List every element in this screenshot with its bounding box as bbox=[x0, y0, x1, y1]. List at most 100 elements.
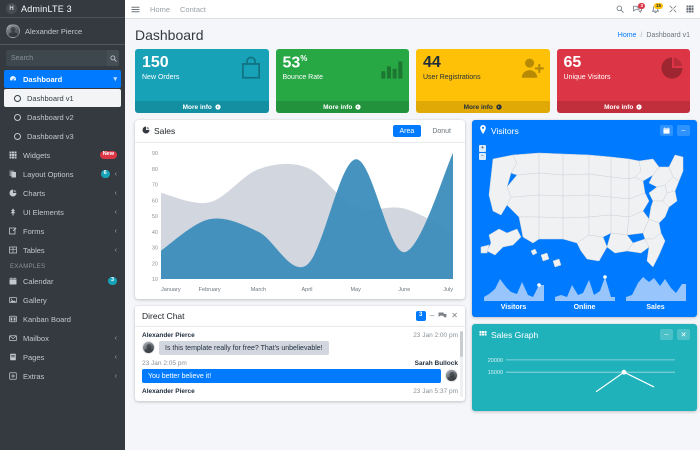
svg-text:10: 10 bbox=[152, 277, 158, 283]
close-icon[interactable]: ✕ bbox=[451, 311, 458, 321]
chevron-left-icon: ‹ bbox=[114, 246, 117, 254]
sidebar-item-dashboard-v1[interactable]: Dashboard v1 bbox=[4, 89, 121, 107]
tab-area[interactable]: Area bbox=[392, 125, 422, 137]
sales-graph-chart[interactable]: 15000 20000 bbox=[478, 349, 681, 409]
navbar-link-contact[interactable]: Contact bbox=[180, 4, 206, 14]
zoom-out-button[interactable]: − bbox=[479, 153, 486, 160]
small-box-new-orders: 150 New Orders More info bbox=[135, 49, 269, 113]
small-box-number: 65 bbox=[563, 54, 582, 71]
navbar-link-home[interactable]: Home bbox=[150, 4, 171, 14]
arrow-circle-right-icon bbox=[636, 104, 642, 110]
svg-text:20: 20 bbox=[152, 261, 158, 267]
direct-chat-messages[interactable]: Alexander Pierce 23 Jan 2:00 pm Is this … bbox=[135, 327, 465, 401]
status-badge: 3 bbox=[107, 277, 117, 285]
small-box-text: New Orders bbox=[142, 73, 180, 81]
sales-area-chart[interactable]: 10 20 30 40 50 60 70 80 90 January February March Ap… bbox=[141, 147, 457, 295]
pie-chart-icon bbox=[142, 126, 150, 136]
sidebar: H AdminLTE 3 Alexander Pierce bbox=[0, 0, 125, 450]
sidebar-item-calendar[interactable]: Calendar 3 bbox=[4, 272, 121, 290]
chat-timestamp: 23 Jan 2:05 pm bbox=[142, 360, 187, 367]
sidebar-item-extras[interactable]: Extras ‹ bbox=[4, 367, 121, 385]
expand-icon[interactable] bbox=[669, 5, 677, 13]
content-header: Dashboard Home / Dashboard v1 bbox=[125, 19, 700, 49]
small-box-text: Bounce Rate bbox=[282, 74, 323, 82]
zoom-in-button[interactable]: + bbox=[479, 145, 486, 152]
sidebar-item-label: Extras bbox=[23, 371, 45, 381]
sales-card: Sales Area Donut 10 20 30 40 50 60 70 80 90 Janua… bbox=[135, 120, 465, 299]
hamburger-icon[interactable] bbox=[131, 5, 140, 14]
search-button[interactable] bbox=[107, 50, 119, 66]
small-box-more-info-link[interactable]: More info bbox=[275, 101, 409, 113]
chat-message: Sarah Bullock 23 Jan 2:05 pm You better … bbox=[142, 360, 458, 383]
svg-text:January: January bbox=[161, 287, 181, 293]
sidebar-user-panel[interactable]: Alexander Pierce bbox=[0, 18, 125, 45]
sidebar-item-dashboard-v2[interactable]: Dashboard v2 bbox=[4, 108, 121, 126]
page-title: Dashboard bbox=[135, 27, 204, 43]
sparkline-online: Online bbox=[549, 275, 620, 311]
small-box-more-info-link[interactable]: More info bbox=[556, 101, 690, 113]
us-map[interactable]: + − bbox=[472, 141, 697, 273]
direct-chat-card: Direct Chat 3 – ✕ bbox=[135, 306, 465, 401]
contacts-icon[interactable] bbox=[438, 311, 447, 320]
adminlte-logo-icon: H bbox=[6, 3, 17, 14]
sidebar-item-mailbox[interactable]: Mailbox ‹ bbox=[4, 329, 121, 347]
chevron-left-icon: ‹ bbox=[114, 208, 117, 216]
small-box-unique-visitors: 65 Unique Visitors More info bbox=[556, 49, 690, 113]
search-icon[interactable] bbox=[616, 5, 624, 13]
edit-icon bbox=[8, 227, 18, 235]
envelope-icon bbox=[8, 334, 18, 342]
visitors-card-title: Visitors bbox=[479, 125, 519, 136]
sidebar-item-dashboard[interactable]: Dashboard ▾ bbox=[4, 70, 121, 88]
bag-icon bbox=[238, 55, 264, 83]
search-input[interactable] bbox=[6, 54, 107, 62]
sidebar-item-charts[interactable]: Charts ‹ bbox=[4, 184, 121, 202]
chat-author: Alexander Pierce bbox=[142, 332, 195, 339]
sidebar-item-layout-options[interactable]: Layout Options 6 ‹ bbox=[4, 165, 121, 183]
right-column: Visitors – + bbox=[472, 120, 697, 411]
calendar-icon[interactable] bbox=[660, 125, 673, 136]
close-icon[interactable]: ✕ bbox=[677, 329, 690, 340]
svg-text:40: 40 bbox=[152, 230, 158, 236]
sidebar-item-widgets[interactable]: Widgets New bbox=[4, 146, 121, 164]
sidebar-item-ui-elements[interactable]: UI Elements ‹ bbox=[4, 203, 121, 221]
sidebar-item-gallery[interactable]: Gallery bbox=[4, 291, 121, 309]
minimize-icon[interactable]: – bbox=[429, 311, 435, 321]
sidebar-item-dashboard-v3[interactable]: Dashboard v3 bbox=[4, 127, 121, 145]
content-area: 150 New Orders More info 53% Bounce Rate bbox=[125, 49, 700, 411]
small-box-number: 150 bbox=[142, 54, 169, 71]
minimize-icon[interactable]: – bbox=[660, 329, 673, 340]
sales-card-title: Sales bbox=[142, 126, 175, 136]
main-content-wrapper: Home Contact 3 15 bbox=[125, 0, 700, 450]
image-icon bbox=[8, 296, 18, 304]
small-box-more-info-link[interactable]: More info bbox=[135, 101, 269, 113]
tree-icon bbox=[8, 208, 18, 216]
small-box-text: Unique Visitors bbox=[563, 73, 611, 81]
map-marker-icon bbox=[479, 125, 487, 136]
messages-dropdown[interactable]: 3 bbox=[633, 2, 645, 14]
notifications-dropdown[interactable]: 15 bbox=[651, 2, 663, 14]
top-navbar: Home Contact 3 15 bbox=[125, 0, 700, 19]
sidebar-item-tables[interactable]: Tables ‹ bbox=[4, 241, 121, 259]
small-box-bounce-rate: 53% Bounce Rate More info bbox=[275, 49, 409, 113]
th-large-icon[interactable] bbox=[686, 5, 694, 13]
sidebar-item-kanban-board[interactable]: Kanban Board bbox=[4, 310, 121, 328]
small-box-more-info-link[interactable]: More info bbox=[416, 101, 550, 113]
scrollbar[interactable] bbox=[460, 331, 463, 397]
notifications-badge: 15 bbox=[653, 2, 663, 10]
sparkline-visitors: Visitors bbox=[478, 275, 549, 311]
sidebar-item-pages[interactable]: Pages ‹ bbox=[4, 348, 121, 366]
tab-donut[interactable]: Donut bbox=[425, 125, 458, 137]
sidebar-item-forms[interactable]: Forms ‹ bbox=[4, 222, 121, 240]
breadcrumb-separator: / bbox=[640, 31, 643, 39]
stats-bars-icon bbox=[378, 55, 404, 83]
circle-icon bbox=[12, 113, 22, 121]
chevron-left-icon: ‹ bbox=[114, 334, 117, 342]
svg-text:March: March bbox=[251, 287, 266, 293]
sidebar-item-label: Pages bbox=[23, 352, 45, 362]
svg-text:30: 30 bbox=[152, 246, 158, 252]
minimize-icon[interactable]: – bbox=[677, 125, 690, 136]
breadcrumb-home[interactable]: Home bbox=[617, 31, 637, 39]
brand-link[interactable]: H AdminLTE 3 bbox=[0, 0, 125, 18]
tachometer-icon bbox=[8, 75, 18, 83]
direct-chat-tools: 3 – ✕ bbox=[415, 311, 458, 321]
